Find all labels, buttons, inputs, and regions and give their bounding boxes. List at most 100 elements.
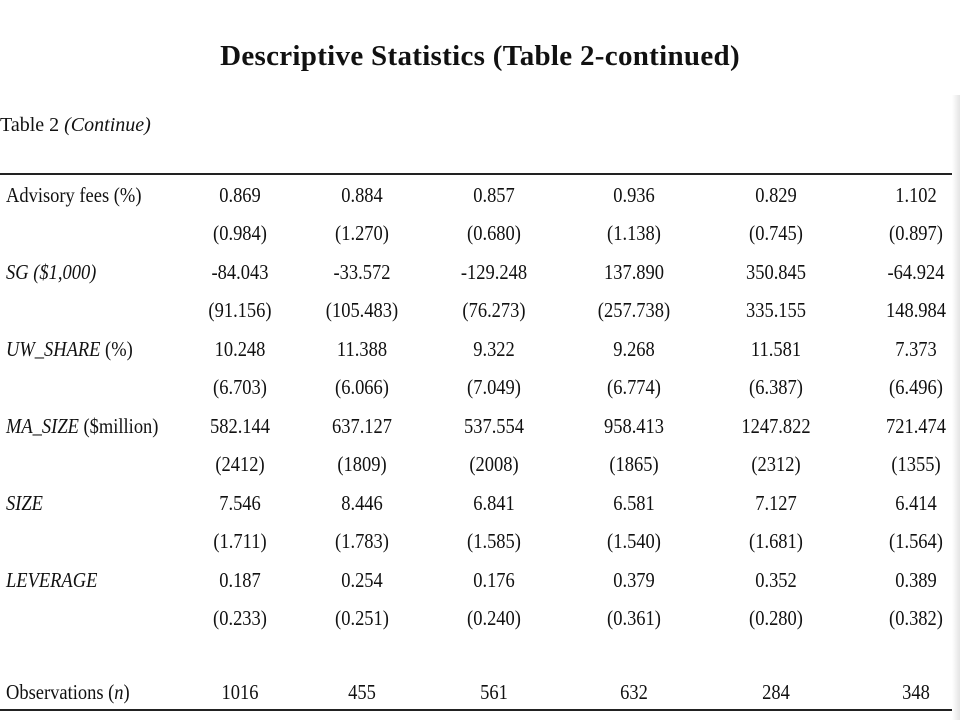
observations-cell: 1016: [221, 680, 259, 704]
mean-cell: 11.388: [336, 337, 388, 361]
row-label-italic: SIZE: [6, 491, 43, 515]
sd-cell: (1.540): [607, 529, 661, 553]
mean-cell: 0.829: [755, 183, 797, 207]
sd-cell: (1.783): [335, 529, 389, 553]
observations-cell: 455: [348, 680, 376, 704]
slide-edge-shadow: [952, 95, 960, 720]
sd-cell: (0.984): [213, 221, 267, 245]
mean-cell: 582.144: [209, 414, 271, 438]
sd-cell: 335.155: [745, 298, 807, 322]
table-label-italic: (Continue): [64, 114, 151, 136]
mean-cell: 6.581: [613, 491, 655, 515]
sd-cell: (1.564): [889, 529, 943, 553]
table-label-prefix: Table 2: [0, 114, 65, 136]
sd-cell: (0.251): [335, 606, 389, 630]
sd-cell: (6.066): [335, 375, 389, 399]
sd-cell: (0.240): [467, 606, 521, 630]
sd-cell: (0.280): [749, 606, 803, 630]
mean-cell: 0.857: [473, 183, 515, 207]
sd-cell: (1355): [891, 452, 941, 476]
sd-cell: (105.483): [325, 298, 399, 322]
mean-cell: 0.379: [613, 568, 655, 592]
sd-cell: (257.738): [597, 298, 671, 322]
sd-cell: (7.049): [467, 375, 521, 399]
table-bottom-rule: [0, 709, 952, 711]
sd-cell: (2008): [469, 452, 519, 476]
observations-label-plain: Observations (: [6, 680, 115, 704]
mean-cell: 6.841: [473, 491, 515, 515]
mean-cell: 7.127: [755, 491, 797, 515]
sd-cell: (1.681): [749, 529, 803, 553]
sd-cell: (0.361): [607, 606, 661, 630]
row-label-italic: SG ($1,000): [6, 260, 97, 284]
row-label-italic: MA_SIZE: [6, 414, 79, 438]
row-label: Advisory fees (%): [6, 183, 141, 208]
row-label-plain: Advisory fees (%): [6, 183, 142, 207]
sd-cell: 148.984: [885, 298, 947, 322]
observations-cell: 284: [762, 680, 790, 704]
sd-cell: (2312): [751, 452, 801, 476]
sd-cell: (91.156): [208, 298, 272, 322]
mean-cell: -64.924: [887, 260, 945, 284]
sd-cell: (6.774): [607, 375, 661, 399]
row-label-plain: (%): [100, 337, 133, 361]
mean-cell: 11.581: [750, 337, 802, 361]
sd-cell: (1.711): [213, 529, 267, 553]
mean-cell: 0.176: [473, 568, 515, 592]
observations-cell: 561: [480, 680, 508, 704]
sd-cell: (0.382): [889, 606, 943, 630]
mean-cell: 9.322: [473, 337, 515, 361]
mean-cell: 637.127: [331, 414, 393, 438]
observations-cell: 632: [620, 680, 648, 704]
mean-cell: 9.268: [613, 337, 655, 361]
table-label: Table 2 (Continue): [0, 114, 151, 137]
row-label-italic: UW_SHARE: [6, 337, 101, 361]
mean-cell: 1.102: [895, 183, 937, 207]
mean-cell: 0.936: [613, 183, 655, 207]
mean-cell: -84.043: [211, 260, 269, 284]
mean-cell: 350.845: [745, 260, 807, 284]
mean-cell: 137.890: [603, 260, 665, 284]
sd-cell: (1.270): [335, 221, 389, 245]
row-label-plain: ($million): [78, 414, 159, 438]
sd-cell: (1.138): [607, 221, 661, 245]
sd-cell: (6.496): [889, 375, 943, 399]
row-label-observations: Observations (n): [6, 680, 130, 705]
mean-cell: -129.248: [460, 260, 528, 284]
mean-cell: 10.248: [214, 337, 266, 361]
observations-label-close: ): [123, 680, 130, 704]
mean-cell: 0.884: [341, 183, 383, 207]
mean-cell: 1247.822: [741, 414, 811, 438]
sd-cell: (6.703): [213, 375, 267, 399]
row-label: SG ($1,000): [6, 260, 96, 285]
mean-cell: 7.546: [219, 491, 261, 515]
table-top-rule: [0, 173, 952, 175]
row-label: MA_SIZE ($million): [6, 414, 158, 439]
observations-label-italic: n: [114, 680, 124, 704]
row-label: UW_SHARE (%): [6, 337, 133, 362]
mean-cell: 537.554: [463, 414, 525, 438]
row-label: LEVERAGE: [6, 568, 97, 593]
mean-cell: 0.389: [895, 568, 937, 592]
sd-cell: (0.745): [749, 221, 803, 245]
sd-cell: (1809): [337, 452, 387, 476]
page-title: Descriptive Statistics (Table 2-continue…: [220, 40, 740, 72]
sd-cell: (0.680): [467, 221, 521, 245]
mean-cell: 8.446: [341, 491, 383, 515]
sd-cell: (6.387): [749, 375, 803, 399]
row-label-italic: LEVERAGE: [6, 568, 98, 592]
sd-cell: (0.233): [213, 606, 267, 630]
row-label: SIZE: [6, 491, 43, 516]
sd-cell: (2412): [215, 452, 265, 476]
sd-cell: (1.585): [467, 529, 521, 553]
observations-cell: 348: [902, 680, 930, 704]
sd-cell: (1865): [609, 452, 659, 476]
mean-cell: -33.572: [333, 260, 391, 284]
mean-cell: 0.187: [219, 568, 261, 592]
mean-cell: 958.413: [603, 414, 665, 438]
mean-cell: 0.869: [219, 183, 261, 207]
sd-cell: (0.897): [889, 221, 943, 245]
mean-cell: 7.373: [895, 337, 937, 361]
mean-cell: 6.414: [895, 491, 937, 515]
sd-cell: (76.273): [462, 298, 526, 322]
